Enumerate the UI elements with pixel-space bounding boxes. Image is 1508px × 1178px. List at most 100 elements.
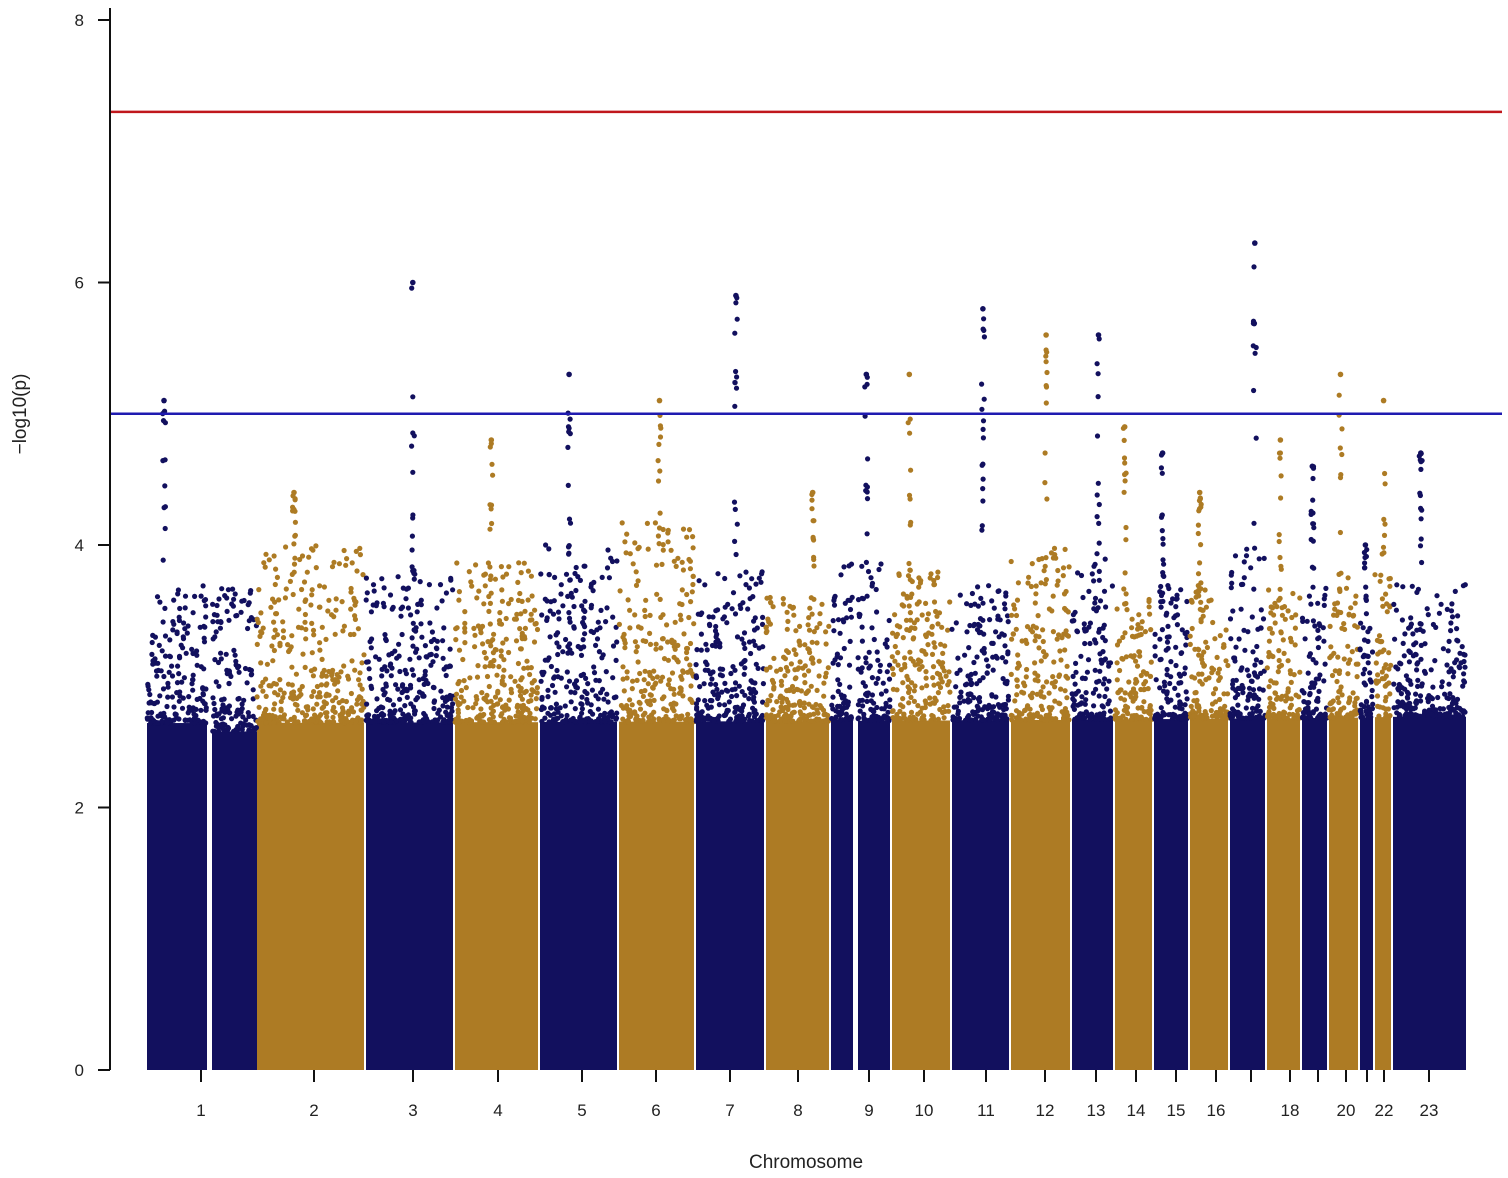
snp-point — [1271, 612, 1277, 618]
snp-point — [875, 675, 881, 682]
snp-point — [182, 626, 188, 632]
snp-point — [814, 640, 820, 646]
snp-point — [599, 574, 605, 581]
snp-point — [642, 668, 648, 674]
snp-point — [331, 559, 337, 565]
snp-point — [1399, 617, 1405, 623]
snp-point — [470, 705, 476, 711]
snp-point — [212, 706, 218, 713]
snp-point — [1287, 668, 1293, 674]
snp-point — [246, 727, 252, 733]
snp-point — [1347, 657, 1353, 663]
snp-point — [409, 547, 415, 553]
snp-point — [1394, 710, 1400, 716]
snp-point — [186, 704, 192, 710]
snp-point — [1450, 674, 1456, 680]
snp-point — [1243, 705, 1249, 711]
snp-point — [1251, 264, 1257, 270]
snp-point — [487, 526, 493, 532]
snp-point — [1292, 625, 1298, 631]
snp-point — [957, 592, 963, 598]
snp-point — [923, 669, 929, 675]
snp-point — [1383, 591, 1389, 597]
snp-point — [968, 681, 974, 688]
snp-point — [471, 625, 477, 632]
snp-point — [1383, 706, 1389, 712]
snp-point — [564, 684, 570, 690]
snp-point — [746, 585, 753, 591]
snp-point — [1276, 450, 1283, 456]
snp-point — [785, 649, 792, 656]
snp-point — [428, 662, 434, 668]
snp-point — [1251, 586, 1257, 592]
snp-point — [1044, 679, 1050, 685]
snp-point — [1246, 673, 1252, 679]
snp-point — [1240, 581, 1246, 588]
snp-point — [371, 713, 378, 720]
snp-point — [1312, 623, 1318, 629]
snp-point — [1003, 659, 1009, 665]
snp-point — [397, 696, 403, 702]
snp-point — [1254, 643, 1260, 650]
snp-point — [271, 647, 277, 654]
snp-point — [293, 720, 299, 726]
snp-point — [578, 719, 584, 725]
snp-point — [154, 673, 160, 679]
snp-point — [1237, 711, 1243, 717]
snp-point — [1138, 714, 1144, 720]
snp-point — [166, 669, 172, 675]
snp-point — [291, 561, 298, 567]
snp-point — [1404, 703, 1410, 709]
snp-point — [1083, 690, 1089, 696]
snp-point — [515, 709, 521, 715]
snp-point — [316, 690, 323, 696]
snp-point — [1199, 656, 1205, 663]
snp-point — [1038, 689, 1044, 695]
snp-point — [1065, 712, 1071, 718]
snp-point — [778, 693, 784, 699]
snp-point — [218, 619, 224, 626]
snp-point — [596, 649, 603, 655]
snp-point — [864, 593, 870, 599]
snp-point — [1102, 638, 1108, 644]
snp-point — [1161, 561, 1167, 567]
snp-point — [1246, 693, 1252, 699]
snp-point — [1444, 606, 1450, 613]
snp-point — [284, 719, 290, 725]
snp-point — [390, 702, 397, 708]
snp-point — [972, 670, 978, 676]
snp-point — [749, 576, 755, 582]
snp-point — [236, 669, 242, 675]
snp-point — [623, 550, 629, 556]
snp-point — [1363, 553, 1369, 560]
snp-point — [953, 620, 959, 626]
snp-point — [572, 706, 578, 712]
snp-point — [314, 701, 320, 707]
snp-point — [551, 598, 557, 604]
snp-point — [567, 577, 573, 583]
snp-point — [900, 696, 906, 702]
snp-point — [859, 563, 865, 569]
snp-point — [1244, 546, 1250, 552]
snp-point — [326, 720, 332, 726]
snp-point — [607, 710, 613, 717]
snp-point — [565, 544, 572, 550]
snp-point — [1302, 636, 1308, 642]
snp-point — [244, 680, 250, 686]
snp-point — [1204, 644, 1210, 651]
chr-6-dense-band — [619, 721, 694, 1070]
snp-point — [558, 591, 564, 597]
snp-point — [190, 687, 196, 693]
snp-point — [552, 574, 558, 581]
snp-point — [838, 717, 844, 723]
snp-point — [411, 576, 417, 582]
snp-point — [1458, 660, 1464, 666]
snp-point — [647, 641, 654, 648]
snp-point — [975, 696, 982, 702]
snp-point — [368, 609, 374, 615]
snp-point — [1240, 690, 1246, 696]
axes — [98, 8, 111, 1071]
snp-point — [620, 676, 626, 682]
snp-point — [1264, 665, 1270, 671]
